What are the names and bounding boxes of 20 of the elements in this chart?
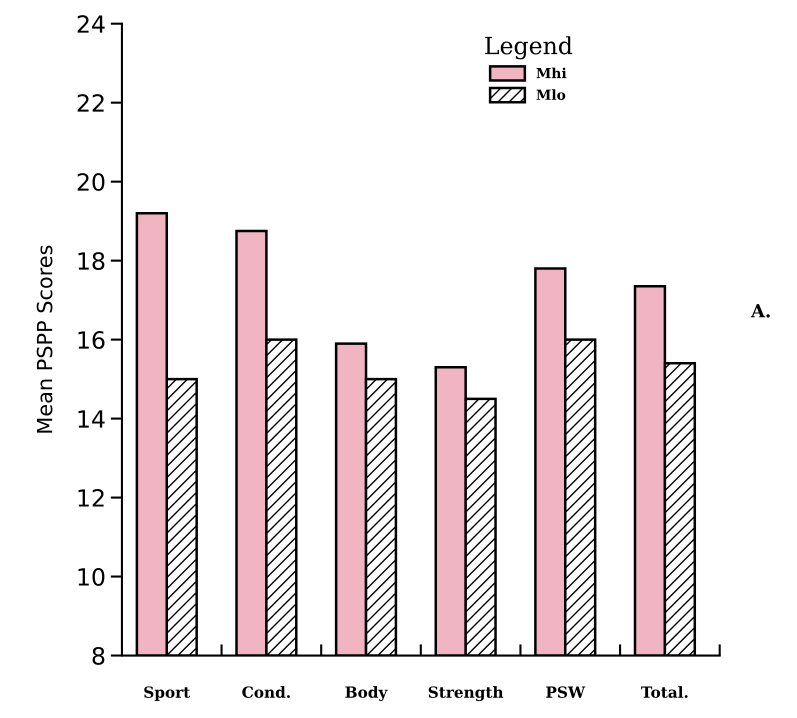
y-tick-label: 22 [78,94,104,112]
x-tick-label: PSW [546,686,586,698]
x-tick-label: Cond. [242,686,290,698]
x-tick-label: Body [345,686,388,702]
legend-label: Mhi [536,68,566,78]
y-tick-label: 16 [78,331,104,349]
text: A. [750,304,770,318]
x-tick-label: Strength [428,686,504,702]
legend-title: Legend [485,36,572,60]
y-axis-title: Mean PSPP Scores [36,246,52,433]
y-tick-label: 10 [78,568,104,586]
legend-label: Mlo [536,89,566,100]
x-tick-label: Sport [144,686,190,701]
x-tick-label: Total. [641,686,688,698]
y-tick-label: 12 [78,489,104,507]
y-tick-label: 24 [78,15,105,33]
y-tick-label: 20 [78,173,104,191]
y-tick-label: 8 [92,646,104,665]
y-tick-label: 14 [78,410,105,428]
y-tick-label: 18 [78,252,104,270]
